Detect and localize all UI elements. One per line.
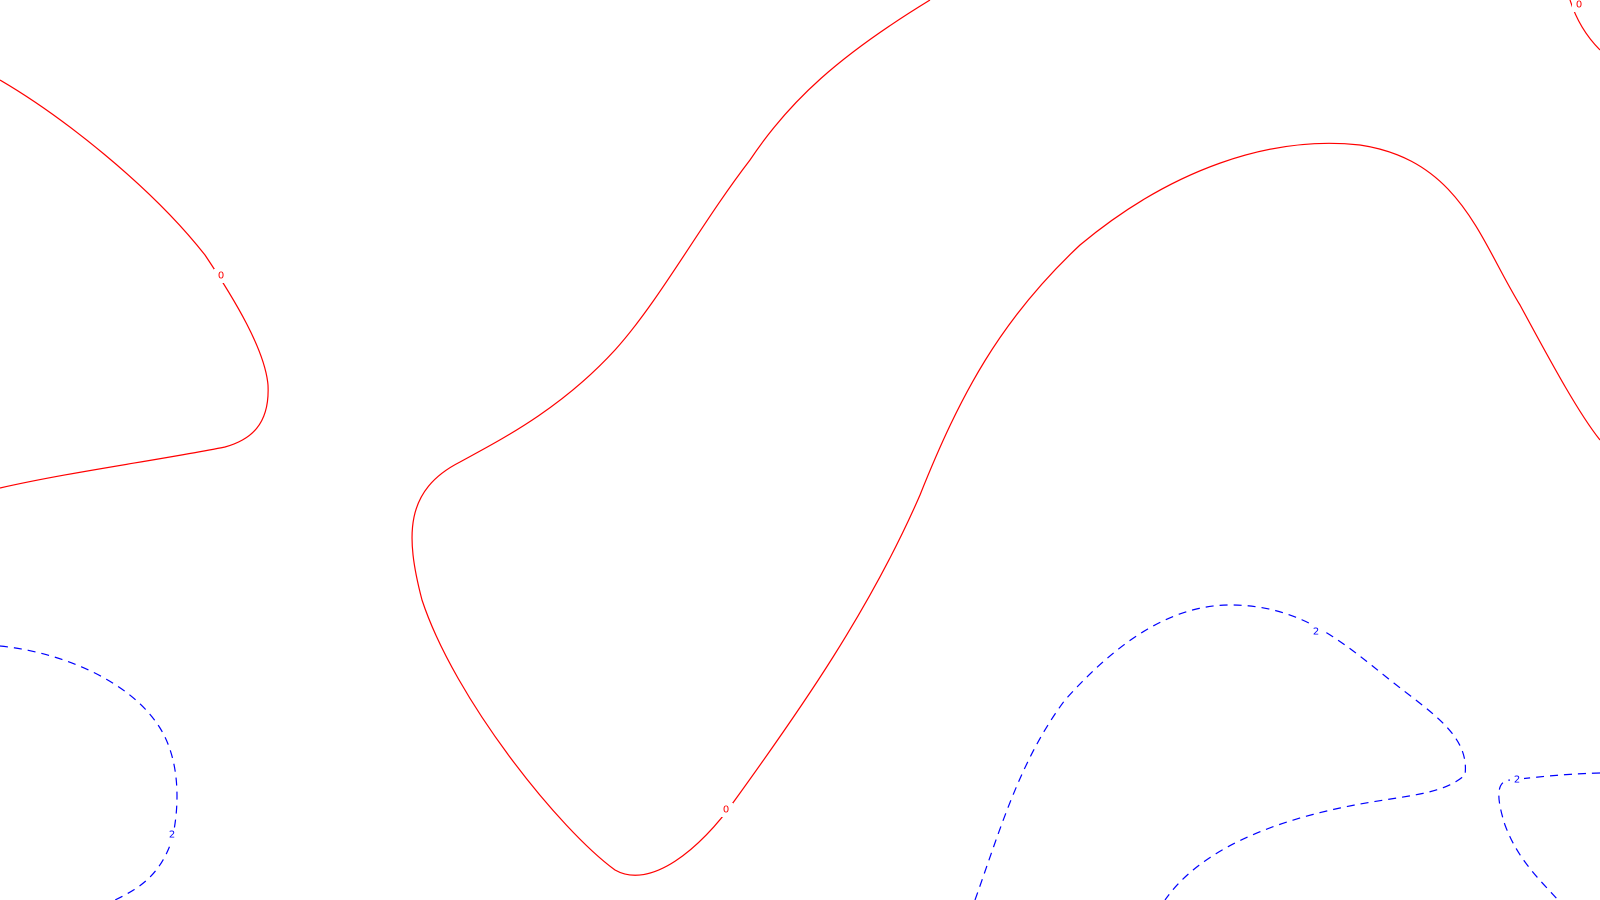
contour-label-two-bottom-center: 2 [1313, 627, 1319, 638]
contour-line-zero-top-right [1569, 0, 1600, 51]
contour-label-two-bottom-right: 2 [1514, 775, 1520, 786]
label-halo [165, 828, 179, 842]
contour-label-zero-left: 0 [218, 271, 224, 282]
label-halo [1572, 0, 1586, 12]
contour-line-two-bottom-right [1498, 772, 1600, 900]
contour-label-two-left: 2 [169, 830, 175, 841]
contour-line-two-bottom-center [974, 604, 1466, 900]
contour-line-zero-center [411, 0, 1600, 876]
contour-label-zero-center: 0 [723, 805, 729, 816]
contour-label-zero-top-right: 0 [1576, 0, 1582, 11]
label-halo [1309, 625, 1323, 639]
label-halo [214, 269, 228, 283]
label-halo [1510, 773, 1524, 787]
label-halo [719, 803, 733, 817]
contour-line-zero-left [0, 79, 269, 489]
contour-line-two-left [0, 645, 178, 900]
